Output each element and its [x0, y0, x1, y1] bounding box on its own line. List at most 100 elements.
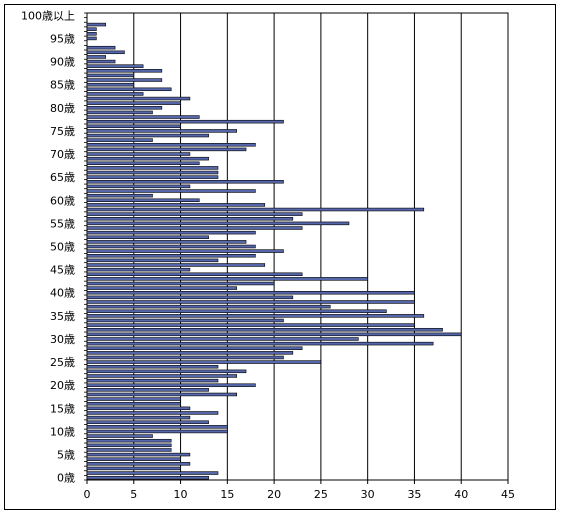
bar-76歳 — [86, 124, 181, 129]
x-tick-label: 20 — [267, 488, 281, 501]
y-tick-label: 60歳 — [50, 194, 75, 207]
bar-53歳 — [86, 230, 256, 235]
bar-4歳 — [86, 457, 181, 461]
bar-23歳 — [86, 369, 247, 374]
bar-42歳 — [86, 281, 275, 286]
bar-70歳 — [86, 152, 191, 156]
bar-90歳 — [86, 59, 116, 64]
bar-68歳 — [86, 161, 200, 166]
bar-25歳 — [86, 360, 322, 364]
bar-75歳 — [86, 129, 237, 133]
y-tick-label: 35歳 — [50, 310, 75, 323]
x-tick-label: 30 — [361, 488, 375, 501]
x-axis-ticks: 0 5 10 15 20 25 30 35 40 45 — [84, 480, 515, 501]
y-tick-label: 90歳 — [50, 56, 75, 69]
chart-frame: 0歳 5歳 10歳 15歳 20歳 25歳 30歳 35歳 40歳 45歳 50歳 55歳 60歳 65歳… — [4, 4, 556, 510]
bar-41歳 — [86, 286, 237, 290]
bar-96歳 — [86, 32, 97, 36]
bar-98歳 — [86, 22, 107, 27]
bar-57歳 — [86, 212, 303, 216]
bar-88歳 — [86, 69, 163, 73]
bar-82歳 — [86, 96, 191, 101]
bar-61歳 — [86, 193, 153, 198]
x-tick-label: 40 — [454, 488, 468, 501]
bar-9歳 — [86, 434, 153, 438]
bars-layer — [86, 22, 462, 480]
bar-89歳 — [86, 64, 144, 68]
bar-15歳 — [86, 406, 191, 411]
bar-66歳 — [86, 170, 219, 175]
bar-49歳 — [86, 249, 284, 253]
bar-64歳 — [86, 180, 284, 184]
bar-63歳 — [86, 184, 191, 189]
y-tick-label: 55歳 — [50, 217, 75, 230]
bar-78歳 — [86, 115, 200, 119]
bar-54歳 — [86, 226, 303, 230]
bar-93歳 — [86, 45, 116, 50]
y-tick-label: 40歳 — [50, 287, 75, 300]
x-tick-label: 35 — [407, 488, 421, 501]
bar-65歳 — [86, 175, 219, 179]
bar-37歳 — [86, 304, 331, 309]
bar-5歳 — [86, 452, 191, 457]
bar-58歳 — [86, 207, 425, 212]
bar-12歳 — [86, 420, 209, 424]
bar-48歳 — [86, 254, 256, 258]
y-tick-label: 100歳以上 — [21, 9, 75, 22]
y-tick-label: 5歳 — [57, 449, 75, 462]
bar-69歳 — [86, 156, 209, 161]
bar-3歳 — [86, 462, 191, 466]
bar-86歳 — [86, 78, 163, 82]
bar-20歳 — [86, 383, 256, 387]
bar-95歳 — [86, 36, 97, 41]
bar-83歳 — [86, 92, 144, 96]
y-tick-label: 20歳 — [50, 379, 75, 392]
bar-26歳 — [86, 355, 284, 360]
bar-16歳 — [86, 401, 181, 406]
bar-43歳 — [86, 277, 368, 281]
bar-19歳 — [86, 388, 209, 392]
bar-24歳 — [86, 364, 219, 369]
bar-11歳 — [86, 425, 228, 429]
bar-27歳 — [86, 351, 294, 355]
bar-45歳 — [86, 267, 191, 272]
x-tick-label: 5 — [130, 488, 137, 501]
bar-59歳 — [86, 203, 266, 207]
y-tick-label: 10歳 — [50, 425, 75, 438]
bar-0歳 — [86, 475, 209, 480]
y-tick-label: 30歳 — [50, 333, 75, 346]
bar-74歳 — [86, 133, 209, 138]
bar-81歳 — [86, 101, 181, 105]
bar-29歳 — [86, 341, 434, 346]
bar-31歳 — [86, 332, 462, 337]
x-tick-label: 45 — [501, 488, 515, 501]
bar-36歳 — [86, 309, 387, 313]
bar-18歳 — [86, 392, 237, 397]
bar-30歳 — [86, 337, 359, 341]
bar-13歳 — [86, 415, 191, 420]
y-tick-label: 45歳 — [50, 264, 75, 277]
bar-60歳 — [86, 198, 200, 203]
y-tick-label: 70歳 — [50, 148, 75, 161]
y-axis-ticks: 0歳 5歳 10歳 15歳 20歳 25歳 30歳 35歳 40歳 45歳 50歳 55歳 60歳 65歳… — [21, 9, 87, 485]
bar-97歳 — [86, 27, 97, 31]
y-tick-label: 50歳 — [50, 241, 75, 254]
x-tick-label: 0 — [84, 488, 91, 501]
bar-35歳 — [86, 314, 425, 318]
chart-svg: 0歳 5歳 10歳 15歳 20歳 25歳 30歳 35歳 40歳 45歳 50歳 55歳 60歳 65歳… — [21, 9, 515, 501]
bar-7歳 — [86, 443, 172, 448]
y-tick-label: 65歳 — [50, 171, 75, 184]
y-tick-label: 75歳 — [50, 125, 75, 138]
bar-80歳 — [86, 106, 163, 110]
x-tick-label: 25 — [314, 488, 328, 501]
bar-47歳 — [86, 258, 219, 263]
bar-87歳 — [86, 73, 135, 78]
bar-71歳 — [86, 147, 247, 152]
y-tick-label: 95歳 — [50, 32, 75, 45]
bar-46歳 — [86, 263, 266, 267]
bar-62歳 — [86, 189, 256, 193]
bar-72歳 — [86, 143, 256, 147]
bar-2歳 — [86, 466, 181, 471]
bar-8歳 — [86, 438, 172, 443]
bar-40歳 — [86, 290, 415, 295]
